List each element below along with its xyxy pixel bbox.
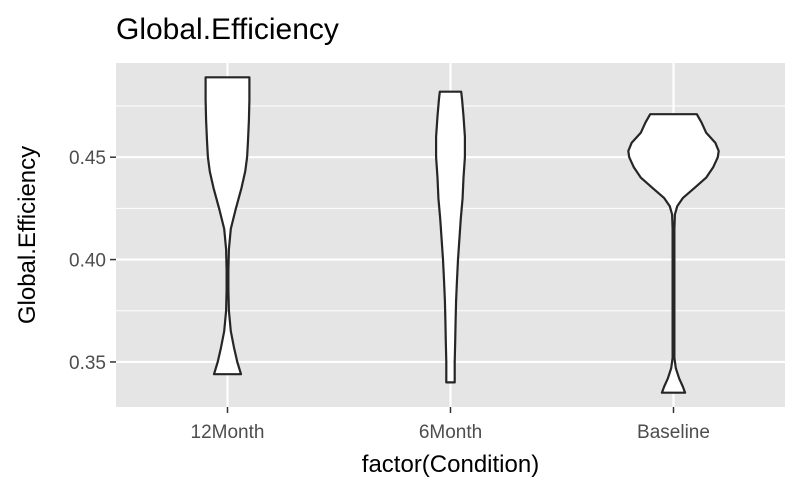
x-tick-label: 12Month bbox=[191, 422, 265, 443]
violin-6Month bbox=[435, 90, 466, 384]
chart-title: Global.Efficiency bbox=[116, 13, 339, 46]
violins bbox=[204, 76, 720, 394]
y-tick-label: 0.35 bbox=[69, 353, 106, 374]
y-tick-label: 0.45 bbox=[69, 148, 106, 169]
y-tick-label: 0.40 bbox=[69, 251, 106, 272]
x-tick-label: Baseline bbox=[637, 422, 710, 443]
x-axis-title: factor(Condition) bbox=[362, 451, 539, 478]
y-axis: 0.35 0.40 0.45 bbox=[69, 148, 116, 374]
violin-12Month bbox=[204, 76, 251, 376]
y-axis-title: Global.Efficiency bbox=[14, 146, 41, 324]
x-tick-label: 6Month bbox=[419, 422, 482, 443]
violin-Baseline bbox=[627, 113, 720, 394]
x-axis: 12Month 6Month Baseline bbox=[191, 407, 710, 443]
